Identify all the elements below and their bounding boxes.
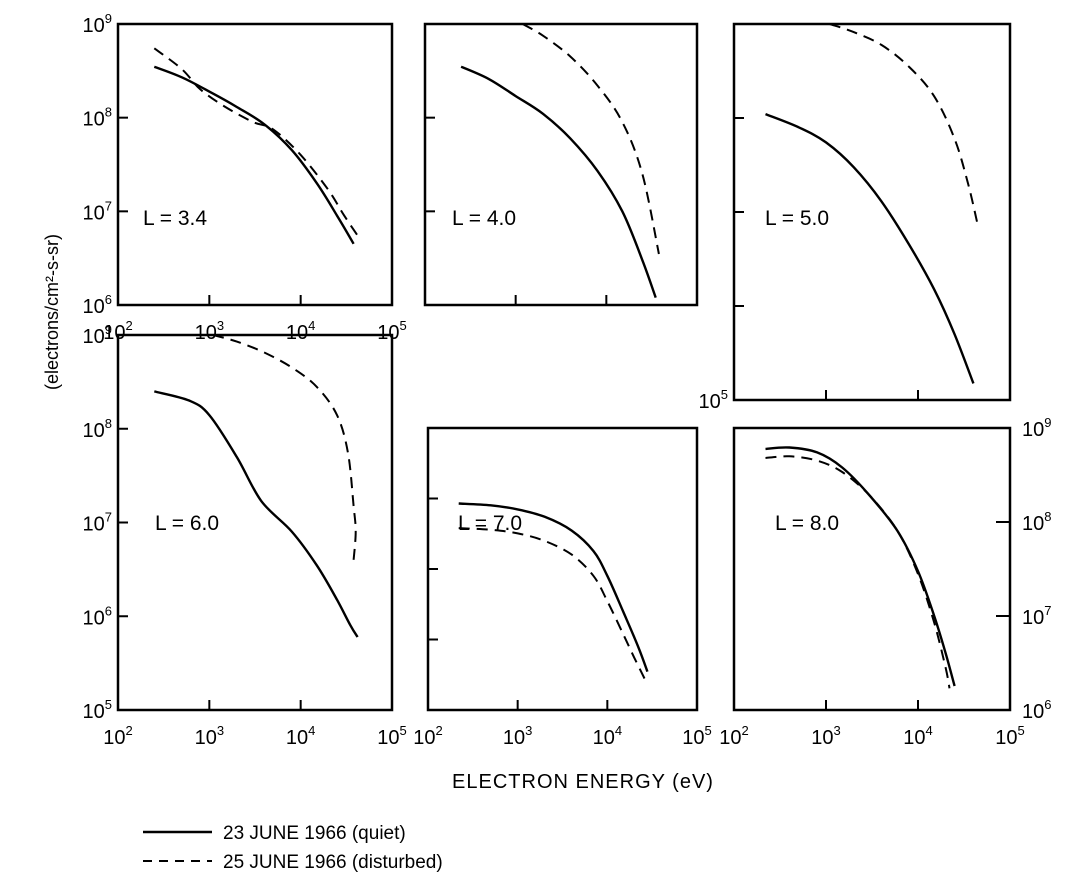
y-tick-label: 106	[1022, 697, 1051, 723]
panel-frame	[116, 22, 394, 307]
y-axis-label: (electrons/cm²-s-sr)	[42, 234, 62, 390]
x-tick-label: 104	[286, 318, 315, 344]
x-tick-label: 105	[377, 318, 406, 344]
x-tick-label: 103	[811, 723, 840, 749]
y-tick-label: 107	[1022, 603, 1051, 629]
x-tick-label: 104	[593, 723, 622, 749]
series-line-disturbed	[765, 455, 951, 689]
x-tick-label: 105	[995, 723, 1024, 749]
y-tick-label: 109	[83, 11, 112, 37]
x-tick-label: 102	[103, 723, 132, 749]
panel-frame	[423, 22, 699, 307]
panel-label: L = 4.0	[452, 207, 516, 230]
panel-6-0: 102 103 104 105 105 106 107 108 109 L = 6.0	[83, 322, 407, 749]
y-tick-label: 108	[83, 416, 112, 442]
y-tick-label: 108	[83, 105, 112, 131]
y-tick-label: 108	[1022, 509, 1051, 535]
y-tick-label: 105	[699, 387, 728, 413]
legend-label-disturbed: 25 JUNE 1966 (disturbed)	[223, 852, 443, 873]
series-line-quiet	[153, 390, 359, 638]
x-tick-label: 103	[195, 318, 224, 344]
y-tick-label: 109	[1022, 415, 1051, 441]
panel-4-0: L = 4.0	[423, 22, 699, 307]
panel-7-0: 102 103 104 105 L = 7.0	[413, 426, 712, 749]
x-tick-label: 104	[903, 723, 932, 749]
series-line-quiet	[765, 446, 956, 687]
x-tick-label: 103	[503, 723, 532, 749]
panel-label: L = 5.0	[765, 207, 829, 230]
x-axis-label: ELECTRON ENERGY (eV)	[452, 771, 714, 793]
series-line-quiet	[458, 502, 649, 673]
y-tick-label: 105	[83, 697, 112, 723]
series-line-disturbed	[522, 23, 660, 255]
y-tick-label: 109	[83, 322, 112, 348]
x-tick-label: 105	[682, 723, 711, 749]
y-tick-label: 106	[83, 292, 112, 318]
series-line-disturbed	[458, 527, 646, 679]
legend-label-quiet: 23 JUNE 1966 (quiet)	[223, 823, 406, 844]
series-line-disturbed	[153, 47, 362, 241]
y-tick-label: 107	[83, 510, 112, 536]
panel-3-4: 102 103 104 105 106 107 108 109 L = 3.4	[83, 11, 407, 344]
panel-frame	[732, 426, 1012, 712]
series-line-quiet	[765, 112, 975, 384]
legend: 23 JUNE 1966 (quiet) 25 JUNE 1966 (distu…	[143, 823, 443, 873]
panel-frame	[426, 426, 699, 712]
x-tick-label: 104	[286, 723, 315, 749]
x-tick-label: 102	[103, 318, 132, 344]
series-line-disturbed	[829, 23, 980, 227]
panel-5-0: 105 L = 5.0	[699, 22, 1012, 413]
panel-label: L = 7.0	[458, 512, 522, 535]
panel-label: L = 6.0	[155, 512, 219, 535]
y-tick-label: 107	[83, 198, 112, 224]
x-tick-label: 103	[195, 723, 224, 749]
x-tick-label: 105	[377, 723, 406, 749]
series-line-quiet	[460, 65, 657, 299]
x-tick-label: 102	[413, 723, 442, 749]
y-tick-label: 106	[83, 603, 112, 629]
x-tick-label: 102	[719, 723, 748, 749]
series-line-disturbed	[212, 334, 357, 560]
panel-label: L = 3.4	[143, 207, 207, 230]
panel-label: L = 8.0	[775, 512, 839, 535]
